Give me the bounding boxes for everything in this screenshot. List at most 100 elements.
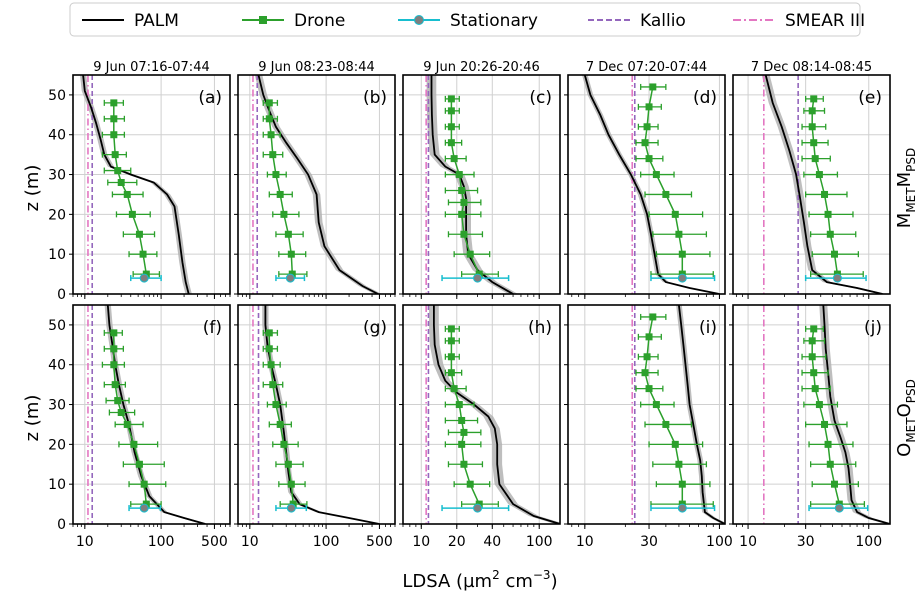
drone-point <box>447 325 455 333</box>
drone-point <box>645 385 653 393</box>
palm-uncertainty-band <box>429 305 560 524</box>
x-tick-label: 10 <box>739 534 757 550</box>
stationary-point <box>473 503 483 513</box>
drone-point <box>641 369 649 377</box>
drone-point <box>675 230 683 238</box>
palm-line <box>432 305 560 524</box>
drone-point <box>641 139 649 147</box>
drone-point <box>287 250 295 258</box>
y-tick-label: 50 <box>48 318 66 334</box>
drone-point <box>447 139 455 147</box>
drone-point <box>830 480 838 488</box>
panel-label: (a) <box>198 88 222 108</box>
drone-point <box>117 409 125 417</box>
drone-point <box>678 250 686 258</box>
drone-point <box>649 313 657 321</box>
drone-point <box>123 190 131 198</box>
drone-point <box>123 420 131 428</box>
drone-point <box>287 480 295 488</box>
stationary-point <box>139 273 149 283</box>
x-tick-label: 100 <box>313 534 340 550</box>
panel-label: (h) <box>528 318 552 338</box>
palm-line <box>764 75 883 294</box>
drone-point <box>269 151 277 159</box>
panel-plot-area <box>425 305 560 524</box>
drone-point <box>678 480 686 488</box>
panel-d: (d) 7 Dec 07:20-07:44 <box>564 60 726 299</box>
drone-point <box>455 401 463 409</box>
drone-point <box>111 151 119 159</box>
drone-point <box>111 381 119 389</box>
drone-point <box>662 190 670 198</box>
row-label-part: O <box>894 443 915 457</box>
stationary-point <box>832 273 842 283</box>
drone-point <box>265 345 273 353</box>
panel-label: (i) <box>699 318 717 338</box>
panel-background <box>238 75 395 294</box>
drone-point <box>652 401 660 409</box>
drone-point <box>808 353 816 361</box>
drone-point <box>458 416 466 424</box>
legend-item: Kallio <box>588 11 686 31</box>
x-axis-label-part: cm <box>500 571 533 592</box>
y-tick-label: 20 <box>48 437 66 453</box>
drone-point <box>135 460 143 468</box>
drone-point <box>815 401 823 409</box>
drone-point <box>821 420 829 428</box>
stationary-point <box>677 503 687 513</box>
drone-point <box>643 353 651 361</box>
drone-point <box>811 155 819 163</box>
x-tick-label: 10 <box>241 534 259 550</box>
stationary-point <box>677 273 687 283</box>
stationary-point <box>473 273 483 283</box>
drone-point <box>276 190 284 198</box>
row-label-sub: MET <box>904 187 918 213</box>
drone-point <box>466 250 474 258</box>
drone-point <box>810 369 818 377</box>
drone-point <box>458 186 466 194</box>
y-tick-label: 0 <box>57 517 66 533</box>
drone-point <box>110 99 118 107</box>
drone-point <box>808 337 816 345</box>
drone-point <box>450 155 458 163</box>
y-tick-label: 10 <box>48 477 66 493</box>
x-axis-label-part: LDSA (µm <box>402 571 492 592</box>
row-label-sub: PSD <box>904 148 918 172</box>
drone-point <box>643 123 651 131</box>
panel-frame <box>72 304 231 525</box>
x-tick-label: 20 <box>448 534 466 550</box>
drone-point <box>265 99 273 107</box>
drone-point <box>671 210 679 218</box>
legend-item: Drone <box>242 11 345 31</box>
row-label: OMETOPSD <box>894 379 918 457</box>
x-tick-label: 100 <box>706 534 733 550</box>
drone-point <box>267 131 275 139</box>
palm-uncertainty-band <box>761 75 887 294</box>
y-axis-label-top: z (m) <box>22 165 43 212</box>
panel-a: (a) 9 Jun 07:16-07:44 0 10 20 30 40 50 <box>48 60 231 303</box>
x-tick-label: 30 <box>797 534 815 550</box>
drone-point <box>671 440 679 448</box>
drone-point <box>808 123 816 131</box>
panel-plot-area <box>761 75 887 294</box>
row-label-part: O <box>894 403 915 417</box>
x-tick-label: 100 <box>526 534 553 550</box>
palm-uncertainty-band <box>582 75 723 294</box>
drone-point <box>675 460 683 468</box>
panel-plot-area <box>87 305 209 524</box>
panel-frame <box>732 74 891 295</box>
drone-point <box>645 155 653 163</box>
row-label-part: M <box>894 213 915 229</box>
panel-frame <box>732 304 891 525</box>
legend-label: Stationary <box>450 11 538 31</box>
drone-point <box>269 381 277 389</box>
drone-point <box>117 179 125 187</box>
drone-point <box>811 385 819 393</box>
column-title: 7 Dec 07:20-07:44 <box>586 60 707 75</box>
legend-item: PALM <box>82 11 179 31</box>
panel-frame <box>567 74 726 295</box>
row-label-part: M <box>894 172 915 188</box>
panel-f: (f) 0 10 20 30 40 50 10 100 500 <box>48 304 231 550</box>
drone-point <box>447 107 455 115</box>
